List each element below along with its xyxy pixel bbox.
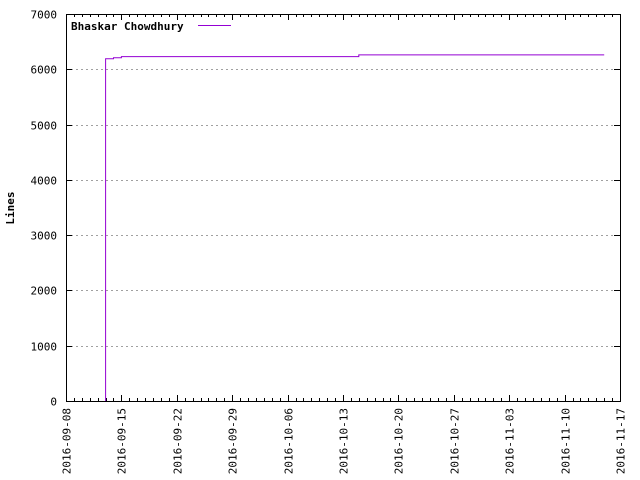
x-tick-label: 2016-10-27 [449,408,462,474]
y-tick-label: 1000 [31,341,58,354]
y-tick-label: 5000 [31,120,58,133]
y-tick-label: 2000 [31,285,58,298]
series-line [105,54,605,401]
x-tick-label: 2016-09-15 [116,408,129,474]
x-tick-label: 2016-11-10 [560,408,573,474]
plot-frame [66,14,621,402]
x-axis: 2016-09-08 2016-09-15 2016-09-22 2016-09-29… [61,14,628,474]
x-tick-label: 2016-10-06 [283,408,296,474]
x-tick-label: 2016-10-20 [393,408,406,474]
x-tick-label: 2016-11-17 [615,408,628,474]
y-tick-label: 6000 [31,64,58,77]
x-tick-label: 2016-09-22 [172,408,185,474]
y-tick-label: 7000 [31,9,58,22]
y-axis: 0 1000 2000 3000 4000 5000 6000 7000 [31,9,620,409]
x-tick-label: 2016-11-03 [504,408,517,474]
x-tick-label: 2016-09-29 [227,408,240,474]
legend-entry-label: Bhaskar Chowdhury [71,20,184,33]
series-layer [105,54,605,401]
y-axis-label: Lines [4,191,17,224]
y-tick-label: 3000 [31,230,58,243]
y-tick-label: 4000 [31,175,58,188]
x-tick-label: 2016-10-13 [338,408,351,474]
grid-lines [66,69,620,347]
x-tick-label: 2016-09-08 [61,408,74,474]
legend: Bhaskar Chowdhury [71,20,231,33]
y-tick-label: 0 [50,396,57,409]
